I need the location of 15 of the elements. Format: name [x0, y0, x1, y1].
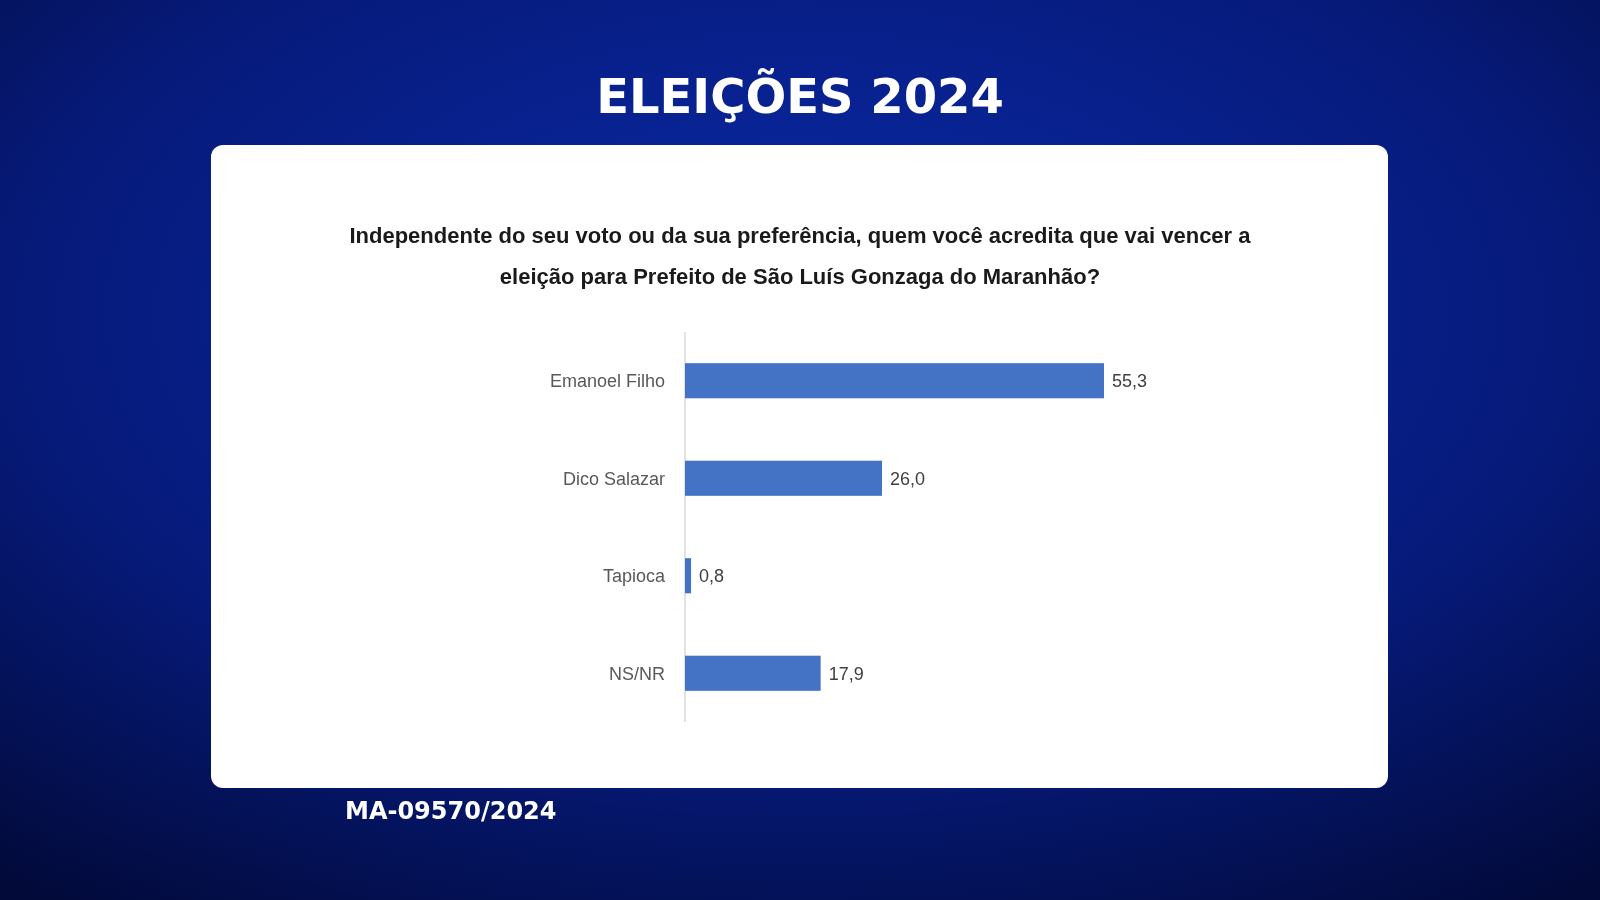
bar	[685, 558, 692, 594]
data-label: 55,3	[1112, 371, 1148, 392]
text: MA-09570/2024	[345, 797, 557, 825]
chart-title: ELEIÇÕES 2024	[596, 68, 1004, 124]
y-tick-label: Dico Salazar	[562, 468, 665, 489]
y-tick-label: NS/NR	[608, 663, 665, 684]
bar	[685, 363, 1104, 399]
bar	[685, 460, 882, 496]
data-label: 26,0	[890, 468, 926, 489]
y-tick-label: Emanoel Filho	[549, 371, 665, 392]
data-label: 0,8	[699, 566, 725, 587]
y-tick-label: Tapioca	[602, 566, 666, 587]
data-label: 17,9	[828, 663, 864, 684]
bar	[685, 655, 821, 691]
chart-subtitle: Independente do seu voto ou da sua preferência, quem você acredita que vai vencer a eleição para Prefeito de São Luís Gonzaga do Maranhão?	[349, 223, 1252, 289]
